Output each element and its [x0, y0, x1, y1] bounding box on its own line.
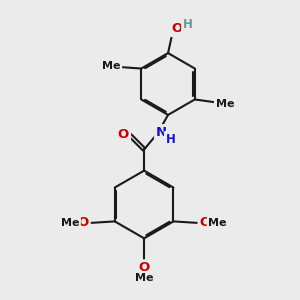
Text: Me: Me — [208, 218, 227, 229]
Text: Me: Me — [102, 61, 121, 71]
Text: Me: Me — [135, 273, 153, 283]
Text: Me: Me — [216, 99, 234, 109]
Text: O: O — [77, 216, 88, 229]
Text: H: H — [166, 133, 175, 146]
Text: O: O — [171, 22, 182, 35]
Text: H: H — [183, 18, 193, 31]
Text: N: N — [156, 126, 167, 139]
Text: O: O — [200, 216, 211, 229]
Text: O: O — [139, 261, 150, 274]
Text: O: O — [118, 128, 129, 141]
Text: Me: Me — [61, 218, 79, 229]
